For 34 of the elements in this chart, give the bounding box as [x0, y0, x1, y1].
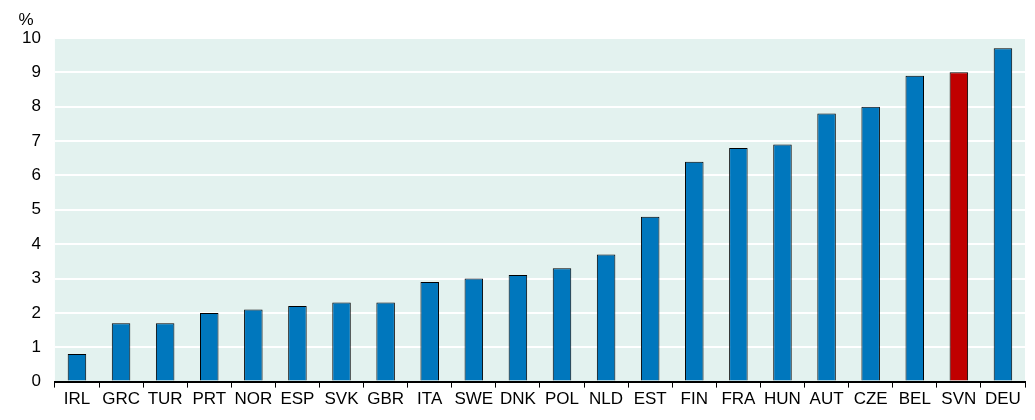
y-tick-label: 0 [31, 371, 41, 391]
x-tick-label: ITA [417, 389, 443, 409]
y-tick-label: 4 [31, 233, 41, 253]
x-tick-label: POL [544, 389, 580, 409]
x-tick-label: IRL [63, 389, 91, 409]
x-tick-label: GBR [367, 389, 405, 409]
x-tick-label: SVN [941, 389, 977, 409]
x-tick-label: CZE [853, 389, 888, 409]
y-tick-label: 1 [31, 336, 41, 356]
x-tick-label: DEU [985, 389, 1021, 409]
y-tick-label: 9 [31, 62, 41, 82]
y-tick-label: 10 [21, 27, 41, 47]
y-tick-label: 7 [31, 130, 41, 150]
y-tick-label: 2 [31, 302, 41, 322]
y-tick-label: 6 [31, 165, 41, 185]
x-tick-label: EST [633, 389, 667, 409]
x-tick-label: ESP [280, 389, 315, 409]
x-tick-label: GRC [102, 389, 140, 409]
x-tick-label: NOR [234, 389, 273, 409]
y-axis-title: % [18, 10, 34, 30]
y-tick-label: 8 [31, 96, 41, 116]
x-tick-label: HUN [764, 389, 801, 409]
y-tick-label: 3 [31, 268, 41, 288]
x-tick-label: NLD [589, 389, 624, 409]
x-tick-label: AUT [809, 389, 844, 409]
x-tick-label: TUR [147, 389, 183, 409]
x-tick-label: SWE [454, 389, 494, 409]
x-tick-label: DNK [499, 389, 537, 409]
x-tick-label: FRA [721, 389, 757, 409]
x-tick-label: SVK [324, 389, 360, 409]
y-tick-label: 5 [31, 199, 41, 219]
x-tick-label: FIN [680, 389, 708, 409]
x-tick-label: BEL [898, 389, 931, 409]
x-tick-label: PRT [192, 389, 227, 409]
